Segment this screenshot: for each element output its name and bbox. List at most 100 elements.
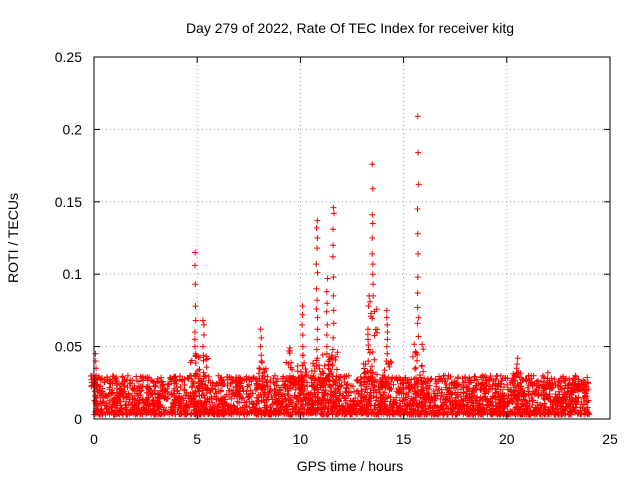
data-point bbox=[369, 235, 376, 241]
data-point bbox=[439, 389, 445, 396]
data-point bbox=[584, 404, 591, 411]
data-point bbox=[341, 379, 348, 386]
data-point bbox=[386, 386, 393, 393]
data-point bbox=[324, 343, 330, 350]
data-point bbox=[258, 358, 265, 365]
data-point bbox=[153, 378, 160, 385]
data-point bbox=[192, 281, 199, 288]
data-point bbox=[365, 375, 372, 382]
data-point bbox=[250, 374, 257, 381]
data-point bbox=[360, 381, 367, 388]
data-point bbox=[275, 395, 282, 402]
data-point bbox=[287, 373, 293, 380]
data-point bbox=[194, 384, 201, 391]
data-point bbox=[261, 404, 268, 411]
data-point bbox=[313, 357, 320, 364]
data-point bbox=[192, 360, 199, 366]
data-point bbox=[298, 368, 304, 375]
data-point bbox=[541, 406, 548, 413]
data-point bbox=[299, 343, 306, 350]
data-point bbox=[235, 408, 242, 415]
data-point bbox=[288, 359, 295, 366]
data-point bbox=[549, 384, 556, 391]
data-point bbox=[286, 401, 293, 408]
data-point bbox=[438, 375, 445, 382]
data-point bbox=[529, 397, 536, 404]
data-point bbox=[443, 399, 449, 406]
data-point bbox=[313, 224, 320, 231]
data-point bbox=[362, 386, 369, 393]
data-point bbox=[296, 382, 302, 389]
data-point bbox=[110, 401, 116, 408]
data-point bbox=[276, 409, 283, 416]
data-point bbox=[369, 220, 376, 227]
data-point bbox=[414, 274, 421, 281]
data-point bbox=[393, 388, 400, 395]
data-point bbox=[343, 385, 350, 392]
data-point bbox=[420, 368, 427, 375]
data-point bbox=[202, 385, 209, 392]
data-point bbox=[218, 410, 225, 417]
data-point bbox=[411, 341, 418, 348]
data-point bbox=[362, 361, 369, 368]
data-point bbox=[330, 378, 337, 385]
data-point bbox=[331, 210, 337, 217]
data-point bbox=[415, 149, 422, 156]
data-point bbox=[492, 408, 499, 415]
y-axis-label: ROTI / TECUs bbox=[5, 193, 21, 283]
data-point bbox=[313, 306, 320, 312]
data-point bbox=[124, 394, 131, 401]
data-point bbox=[148, 391, 155, 397]
data-point bbox=[324, 411, 331, 418]
data-point bbox=[441, 410, 448, 417]
data-point bbox=[134, 405, 141, 412]
data-point bbox=[146, 374, 152, 381]
data-point bbox=[299, 303, 306, 310]
data-point bbox=[561, 378, 568, 385]
data-point bbox=[107, 380, 114, 387]
data-point bbox=[409, 400, 416, 407]
data-point bbox=[517, 370, 524, 377]
data-point bbox=[258, 352, 265, 359]
data-point bbox=[526, 404, 533, 411]
data-point bbox=[161, 411, 168, 418]
data-point bbox=[273, 382, 280, 389]
data-point bbox=[542, 404, 549, 410]
data-point bbox=[313, 363, 320, 370]
data-point bbox=[365, 303, 372, 310]
data-point bbox=[420, 346, 427, 353]
data-point bbox=[446, 388, 453, 395]
data-point bbox=[114, 389, 121, 396]
data-point bbox=[511, 382, 518, 389]
data-point bbox=[508, 398, 515, 405]
data-point bbox=[143, 410, 150, 417]
data-point bbox=[205, 377, 212, 384]
data-point bbox=[353, 411, 360, 418]
data-point bbox=[196, 366, 203, 373]
data-point bbox=[172, 399, 179, 406]
x-tick-label: 0 bbox=[90, 431, 98, 447]
data-point bbox=[516, 374, 523, 381]
data-point bbox=[509, 389, 516, 396]
data-point bbox=[221, 402, 228, 409]
data-point bbox=[472, 373, 479, 380]
data-point bbox=[580, 395, 587, 402]
data-point bbox=[98, 406, 105, 413]
data-point bbox=[294, 408, 300, 415]
data-point bbox=[366, 400, 373, 407]
data-point bbox=[583, 390, 589, 397]
data-point bbox=[259, 386, 266, 393]
data-point bbox=[97, 390, 104, 397]
data-point bbox=[157, 393, 164, 399]
data-point bbox=[418, 404, 425, 411]
data-point bbox=[209, 410, 215, 417]
data-point bbox=[294, 368, 301, 375]
data-point bbox=[127, 377, 134, 384]
data-point bbox=[344, 381, 351, 388]
data-point bbox=[230, 390, 237, 397]
data-point bbox=[414, 320, 421, 327]
data-point bbox=[372, 411, 379, 418]
data-point bbox=[581, 401, 587, 407]
data-point bbox=[299, 311, 306, 318]
